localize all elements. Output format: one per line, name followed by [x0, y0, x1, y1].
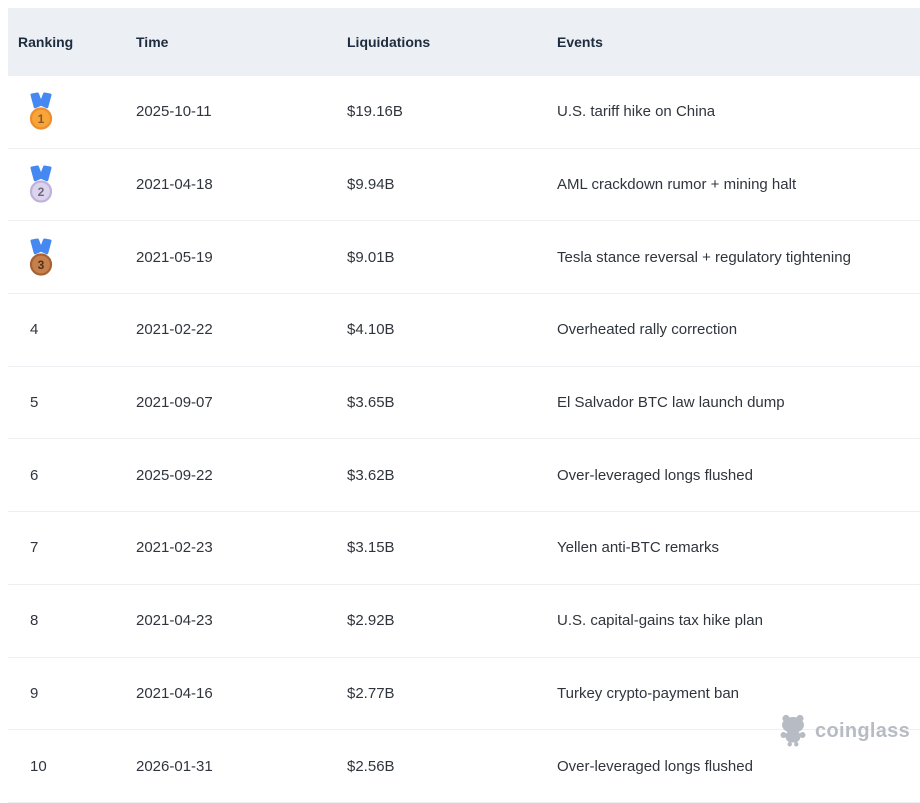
- cell-time: 2021-04-16: [136, 684, 213, 702]
- column-header-events: Events: [557, 34, 603, 50]
- cell-liquidations: $9.01B: [347, 248, 395, 266]
- table-row: 4 2021-02-22 $4.10B Overheated rally cor…: [8, 294, 920, 367]
- column-header-time: Time: [136, 34, 169, 50]
- table-row: 9 2021-04-16 $2.77B Turkey crypto-paymen…: [8, 657, 920, 731]
- cell-ranking: 5: [30, 394, 39, 412]
- cell-ranking: 3: [8, 238, 136, 277]
- table-header-row: Ranking Time Liquidations Events: [8, 8, 920, 76]
- table-row: 10 2026-01-31 $2.56B Over-leveraged long…: [8, 730, 920, 803]
- cell-time: 2025-10-11: [136, 103, 212, 121]
- table-row: 8 2021-04-23 $2.92B U.S. capital-gains t…: [8, 584, 920, 658]
- cell-ranking: 10: [30, 757, 47, 775]
- silver-medal-icon: 2: [29, 165, 53, 203]
- cell-time: 2021-02-23: [136, 539, 213, 557]
- cell-events: AML crackdown rumor + mining halt: [557, 176, 797, 194]
- cell-liquidations: $19.16B: [347, 103, 403, 121]
- cell-events: U.S. capital-gains tax hike plan: [557, 612, 763, 630]
- liquidation-ranking-table: Ranking Time Liquidations Events 1 2025-…: [8, 8, 920, 803]
- cell-liquidations: $4.10B: [347, 321, 395, 339]
- table-row: 5 2021-09-07 $3.65B El Salvador BTC law …: [8, 366, 920, 440]
- cell-liquidations: $3.15B: [347, 539, 395, 557]
- cell-liquidations: $3.65B: [347, 394, 395, 412]
- column-header-ranking: Ranking: [18, 34, 74, 50]
- cell-ranking: 7: [30, 539, 39, 557]
- table-row: 2 2021-04-18 $9.94B AML crackdown rumor …: [8, 148, 920, 222]
- cell-events: Over-leveraged longs flushed: [557, 757, 753, 775]
- cell-liquidations: $2.56B: [347, 757, 395, 775]
- cell-events: Overheated rally correction: [557, 321, 738, 339]
- cell-time: 2021-04-23: [136, 612, 213, 630]
- cell-time: 2021-05-19: [136, 248, 213, 266]
- column-header-liquidations: Liquidations: [347, 34, 431, 50]
- cell-liquidations: $2.92B: [347, 612, 395, 630]
- svg-text:3: 3: [38, 258, 45, 272]
- table-row: 1 2025-10-11 $19.16B U.S. tariff hike on…: [8, 76, 920, 149]
- cell-liquidations: $9.94B: [347, 176, 395, 194]
- cell-events: U.S. tariff hike on China: [557, 103, 716, 121]
- cell-events: Turkey crypto-payment ban: [557, 684, 740, 702]
- cell-liquidations: $3.62B: [347, 466, 395, 484]
- gold-medal-icon: 1: [29, 92, 53, 130]
- cell-time: 2021-09-07: [136, 394, 213, 412]
- cell-events: Tesla stance reversal + regulatory tight…: [557, 248, 851, 266]
- svg-text:1: 1: [38, 112, 45, 126]
- cell-ranking: 1: [8, 92, 136, 131]
- cell-events: Over-leveraged longs flushed: [557, 466, 753, 484]
- cell-liquidations: $2.77B: [347, 684, 395, 702]
- cell-time: 2021-02-22: [136, 321, 213, 339]
- table-row: 7 2021-02-23 $3.15B Yellen anti-BTC rema…: [8, 512, 920, 585]
- svg-text:2: 2: [38, 185, 45, 199]
- cell-ranking: 9: [30, 684, 39, 702]
- table-body: 1 2025-10-11 $19.16B U.S. tariff hike on…: [8, 76, 920, 803]
- cell-ranking: 4: [30, 321, 39, 339]
- cell-ranking: 2: [8, 165, 136, 204]
- table-row: 3 2021-05-19 $9.01B Tesla stance reversa…: [8, 221, 920, 295]
- bronze-medal-icon: 3: [29, 238, 53, 276]
- cell-events: El Salvador BTC law launch dump: [557, 394, 785, 412]
- cell-time: 2021-04-18: [136, 176, 213, 194]
- cell-events: Yellen anti-BTC remarks: [557, 539, 720, 557]
- coinglass-mascot-icon: [780, 714, 806, 747]
- coinglass-logo-text: coinglass: [815, 719, 910, 742]
- table-row: 6 2025-09-22 $3.62B Over-leveraged longs…: [8, 439, 920, 513]
- cell-time: 2026-01-31: [136, 757, 213, 775]
- cell-ranking: 6: [30, 466, 39, 484]
- coinglass-watermark: coinglass: [778, 714, 910, 748]
- cell-time: 2025-09-22: [136, 466, 213, 484]
- cell-ranking: 8: [30, 612, 39, 630]
